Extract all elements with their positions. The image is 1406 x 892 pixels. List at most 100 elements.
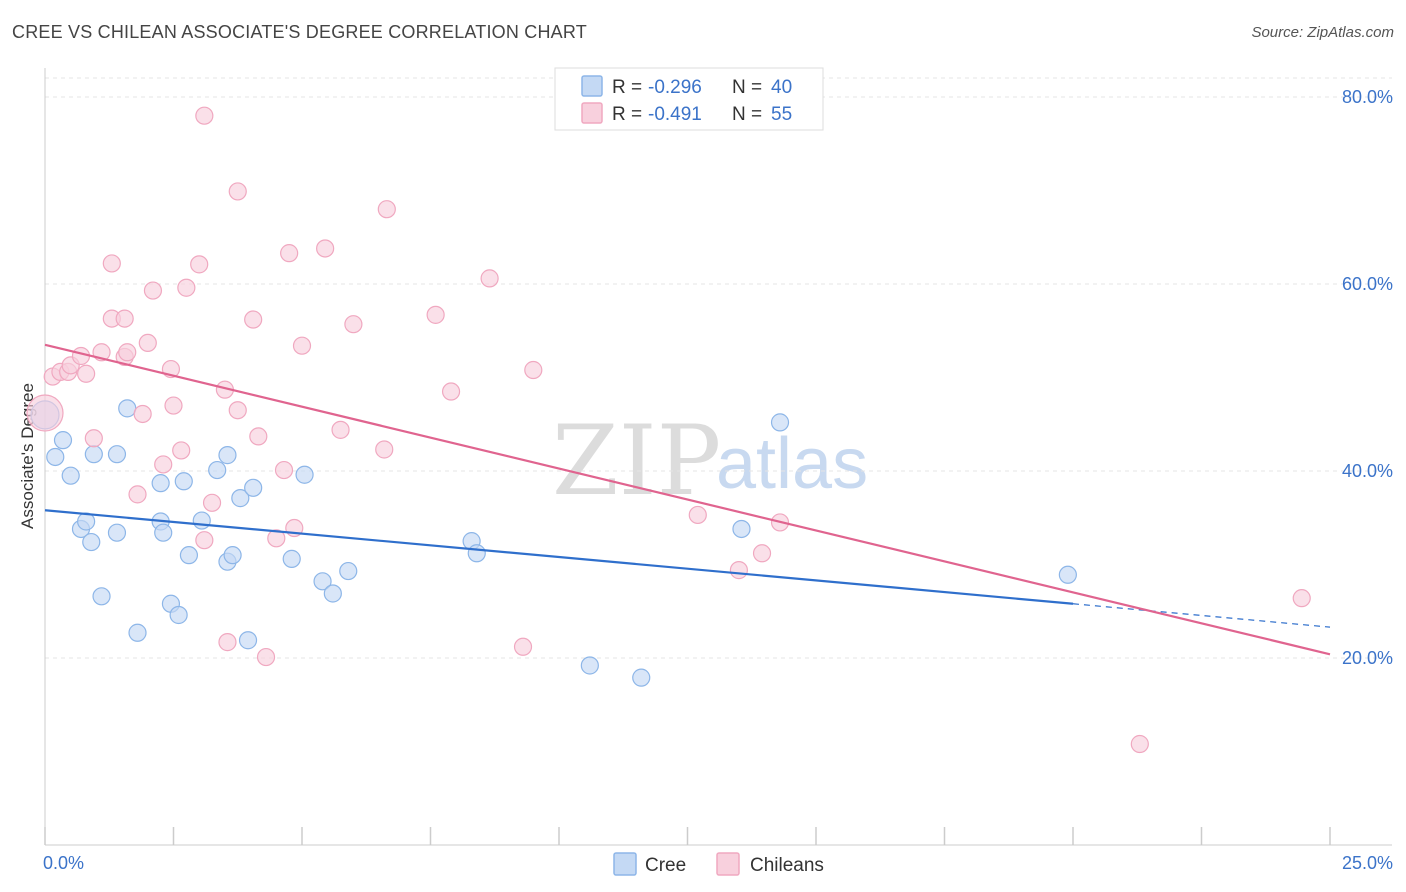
y-tick-label: 60.0% bbox=[1342, 274, 1393, 294]
data-points bbox=[26, 106, 1311, 754]
legend-n-label-cree: N = bbox=[732, 77, 762, 98]
chilean-point bbox=[426, 305, 445, 324]
legend-n-value-cree: 40 bbox=[771, 77, 792, 98]
chilean-point bbox=[115, 309, 134, 328]
chilean-point bbox=[133, 404, 152, 424]
cree-point bbox=[244, 478, 263, 497]
chilean-point bbox=[274, 460, 294, 480]
chilean-point bbox=[154, 455, 173, 474]
watermark: ZIP atlas bbox=[552, 405, 868, 517]
correlation-legend: R = -0.296 N = 40 R = -0.491 N = 55 bbox=[554, 67, 824, 131]
legend-n-label-chileans: N = bbox=[732, 104, 762, 125]
cree-point bbox=[53, 431, 73, 450]
series-legend-label-cree: Cree bbox=[645, 855, 686, 876]
cree-point bbox=[61, 466, 80, 485]
cree-point bbox=[323, 584, 342, 603]
chilean-point bbox=[480, 269, 499, 288]
chilean-point bbox=[280, 244, 299, 263]
chilean-point bbox=[375, 440, 394, 459]
cree-point bbox=[238, 631, 258, 650]
cree-point bbox=[46, 447, 65, 467]
chilean-point bbox=[195, 106, 214, 125]
chilean-point bbox=[177, 278, 196, 297]
cree-point bbox=[84, 445, 103, 464]
cree-trend-line bbox=[44, 509, 1074, 605]
chilean-point bbox=[244, 310, 263, 329]
cree-point bbox=[174, 472, 193, 491]
chilean-point bbox=[688, 505, 707, 525]
chilean-point bbox=[77, 364, 96, 383]
cree-point bbox=[169, 605, 188, 625]
x-tick-labels: 0.0% 25.0% bbox=[43, 853, 1393, 873]
legend-n-value-chileans: 55 bbox=[771, 104, 792, 125]
chilean-point bbox=[1292, 589, 1311, 608]
legend-swatch-chileans bbox=[581, 102, 603, 124]
chilean-point bbox=[143, 281, 163, 300]
chilean-point bbox=[195, 531, 214, 550]
cree-point bbox=[107, 445, 127, 464]
y-tick-label: 40.0% bbox=[1342, 461, 1393, 481]
chilean-point bbox=[331, 420, 350, 439]
chilean-point bbox=[138, 333, 157, 353]
x-tick-label: 0.0% bbox=[43, 853, 84, 873]
cree-point bbox=[467, 544, 486, 563]
chilean-point bbox=[729, 561, 749, 580]
cree-point bbox=[218, 446, 237, 465]
cree-point bbox=[179, 546, 199, 565]
chilean-point bbox=[344, 315, 363, 334]
cree-point bbox=[732, 519, 751, 539]
cree-point bbox=[231, 489, 250, 508]
chilean-point bbox=[267, 529, 286, 548]
series-legend-label-chileans: Chileans bbox=[750, 855, 824, 876]
chilean-point bbox=[190, 255, 209, 274]
chilean-point bbox=[128, 485, 147, 504]
cree-point bbox=[118, 399, 137, 418]
chilean-point bbox=[218, 633, 237, 652]
chilean-point bbox=[202, 493, 222, 512]
legend-r-value-chileans: -0.491 bbox=[648, 104, 702, 125]
chilean-point bbox=[102, 254, 121, 273]
chilean-point bbox=[441, 382, 461, 401]
x-tick-label: 25.0% bbox=[1342, 853, 1393, 873]
cree-point bbox=[282, 549, 301, 568]
cree-point bbox=[580, 656, 599, 675]
source-credit: Source: ZipAtlas.com bbox=[1251, 24, 1394, 41]
legend-r-label-chileans: R = bbox=[612, 104, 642, 125]
cree-point bbox=[339, 561, 358, 581]
chilean-point bbox=[26, 394, 64, 432]
chilean-point bbox=[752, 544, 772, 563]
chilean-point bbox=[377, 200, 396, 219]
legend-swatch-cree bbox=[581, 75, 603, 97]
cree-point bbox=[632, 668, 651, 687]
chilean-point bbox=[524, 360, 543, 380]
y-tick-label: 80.0% bbox=[1342, 87, 1393, 107]
chilean-point bbox=[84, 429, 103, 448]
chilean-point bbox=[118, 343, 137, 362]
cree-point bbox=[770, 413, 790, 432]
cree-point bbox=[107, 523, 127, 542]
chilean-trend-line bbox=[44, 343, 1331, 656]
watermark-zip: ZIP bbox=[552, 405, 721, 517]
cree-point bbox=[313, 572, 332, 591]
chilean-point bbox=[316, 239, 335, 258]
watermark-atlas: atlas bbox=[716, 424, 868, 504]
chilean-point bbox=[513, 637, 533, 656]
chilean-point bbox=[228, 182, 247, 201]
cree-point bbox=[223, 546, 242, 565]
chilean-point bbox=[292, 336, 312, 355]
cree-point bbox=[151, 474, 170, 493]
series-legend-swatch-cree bbox=[613, 852, 637, 876]
trend-lines bbox=[44, 343, 1331, 656]
chilean-point bbox=[249, 427, 268, 446]
y-tick-label: 20.0% bbox=[1342, 648, 1393, 668]
axes bbox=[44, 68, 1392, 846]
cree-point bbox=[92, 587, 111, 606]
legend-r-label-cree: R = bbox=[612, 77, 642, 98]
chilean-point bbox=[172, 441, 191, 460]
cree-point bbox=[208, 460, 227, 480]
chilean-point bbox=[164, 396, 183, 415]
cree-point bbox=[82, 532, 101, 552]
cree-point bbox=[128, 623, 147, 642]
chilean-point bbox=[256, 647, 276, 667]
series-legend: Cree Chileans bbox=[613, 852, 824, 876]
